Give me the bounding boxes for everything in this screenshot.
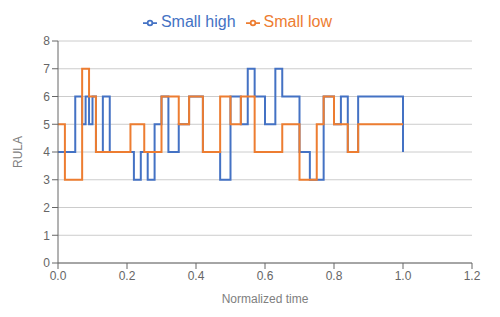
- svg-text:1.0: 1.0: [395, 269, 412, 283]
- svg-text:0: 0: [43, 256, 50, 270]
- svg-text:8: 8: [43, 34, 50, 48]
- svg-text:0.4: 0.4: [188, 269, 205, 283]
- html-text:Small high: Small high: [160, 13, 236, 30]
- svg-text:1: 1: [43, 229, 50, 243]
- svg-text:0.2: 0.2: [119, 269, 136, 283]
- svg-text:0.8: 0.8: [326, 269, 343, 283]
- svg-text:2: 2: [43, 201, 50, 215]
- svg-text:3: 3: [43, 173, 50, 187]
- svg-text:Normalized time: Normalized time: [222, 292, 309, 306]
- svg-text:0.0: 0.0: [50, 269, 67, 283]
- html-text:Small low: Small low: [263, 13, 333, 30]
- svg-text:6: 6: [43, 90, 50, 104]
- svg-text:1.2: 1.2: [464, 269, 481, 283]
- svg-text:RULA: RULA: [11, 136, 25, 168]
- svg-text:7: 7: [43, 62, 50, 76]
- svg-text:5: 5: [43, 118, 50, 132]
- svg-text:4: 4: [43, 145, 50, 159]
- svg-text:0.6: 0.6: [257, 269, 274, 283]
